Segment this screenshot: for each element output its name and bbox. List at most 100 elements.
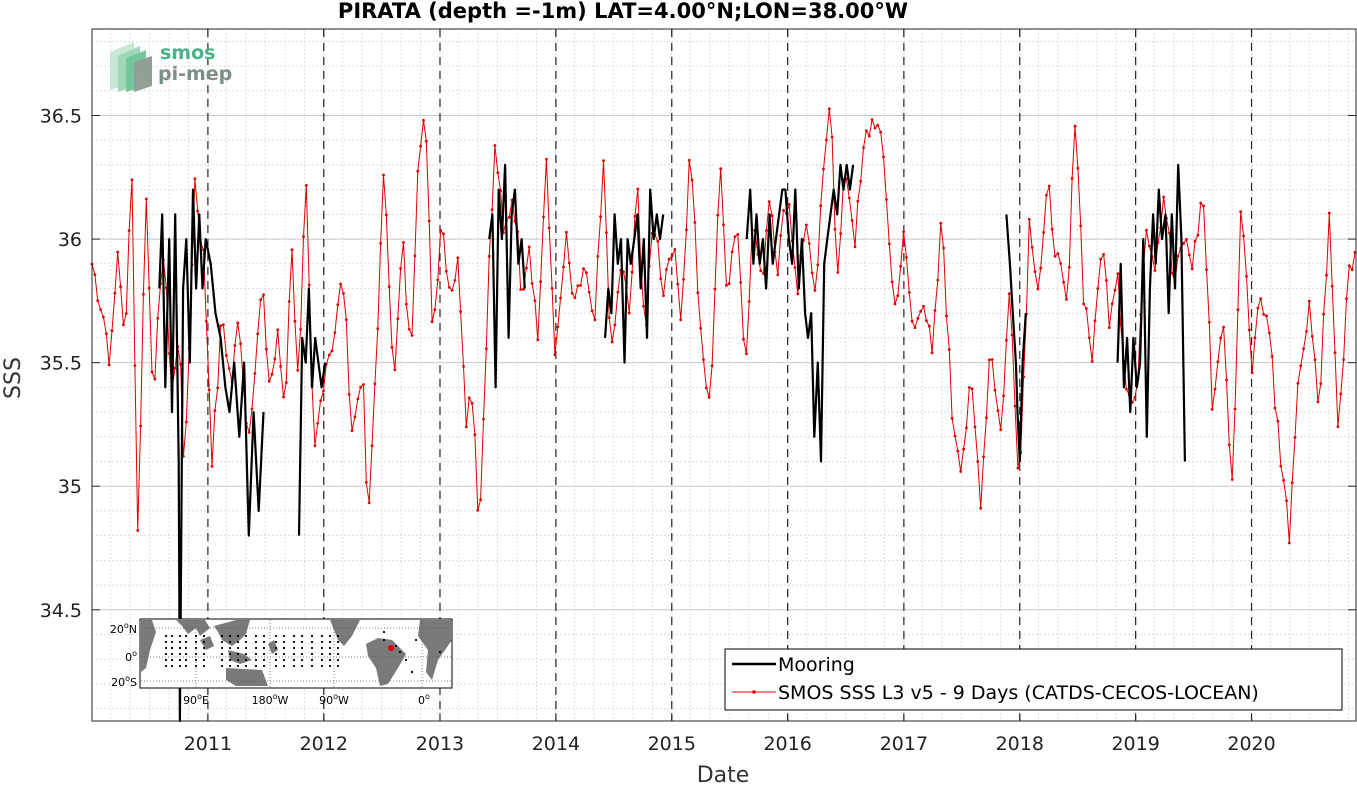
smos-point: [376, 327, 380, 331]
smos-point: [536, 338, 540, 342]
smos-point: [776, 273, 780, 277]
smos-point: [233, 344, 237, 347]
smos-point: [659, 277, 663, 280]
smos-point: [539, 280, 542, 284]
smos-point: [1279, 464, 1283, 468]
smos-point: [885, 198, 888, 201]
buoy-dot: [194, 646, 198, 650]
logo-line1: smos: [160, 42, 215, 64]
buoy-dot: [410, 670, 414, 674]
buoy-dot: [236, 664, 240, 668]
smos-point: [1110, 302, 1114, 306]
smos-point: [1059, 262, 1063, 265]
smos-point: [364, 480, 368, 484]
buoy-dot: [220, 664, 224, 668]
smos-point: [270, 372, 274, 376]
smos-point: [410, 334, 414, 337]
buoy-dot: [394, 644, 398, 648]
smos-point: [559, 296, 562, 300]
smos-point: [982, 455, 985, 459]
buoy-dot: [220, 634, 224, 638]
inset-lon-label: 90oE: [183, 692, 209, 707]
smos-point: [222, 323, 225, 327]
buoy-dot: [262, 652, 266, 656]
smos-point: [299, 328, 302, 331]
buoy-dot: [184, 664, 188, 668]
smos-point: [613, 323, 617, 327]
smos-point: [356, 397, 360, 401]
smos-point: [667, 257, 671, 261]
legend-smos-label: SMOS SSS L3 v5 - 9 Days (CATDS-CECOS-LOC…: [778, 682, 1259, 704]
buoy-dot: [244, 634, 248, 638]
smos-point: [899, 264, 903, 268]
smos-point: [1030, 246, 1034, 249]
buoy-dot: [282, 646, 286, 650]
buoy-dot: [320, 658, 324, 662]
buoy-dot: [274, 640, 278, 644]
buoy-dot: [300, 664, 304, 668]
smos-point: [113, 291, 117, 295]
x-tick-label: 2016: [763, 733, 811, 755]
smos-point: [290, 248, 294, 252]
smos-point: [236, 321, 240, 325]
buoy-dot: [184, 634, 188, 638]
buoy-dot: [336, 634, 340, 638]
buoy-dot: [282, 640, 286, 644]
buoy-dot: [282, 634, 286, 638]
smos-point: [882, 155, 885, 159]
buoy-dot: [228, 664, 232, 668]
smos-point: [870, 118, 874, 121]
buoy-dot: [202, 634, 206, 638]
smos-point: [450, 288, 454, 292]
buoy-dot: [382, 638, 386, 642]
smos-point: [810, 271, 814, 275]
smos-point: [279, 365, 282, 368]
smos-point: [999, 428, 1003, 432]
smos-point: [1010, 333, 1014, 337]
buoy-dot: [220, 652, 224, 656]
smos-point: [945, 314, 948, 318]
smos-point: [433, 308, 437, 311]
buoy-dot: [300, 652, 304, 656]
smos-point: [716, 213, 720, 217]
smos-point: [913, 326, 917, 329]
buoy-dot: [228, 658, 232, 662]
smos-point: [96, 299, 100, 302]
smos-point: [587, 290, 591, 294]
smos-point: [1099, 257, 1103, 261]
smos-point: [116, 250, 120, 254]
smos-point: [430, 320, 434, 324]
smos-point: [685, 228, 688, 232]
smos-point: [1170, 271, 1174, 275]
smos-point: [707, 395, 711, 399]
smos-point: [1296, 382, 1300, 385]
smos-point: [696, 291, 700, 295]
smos-point: [522, 288, 525, 291]
smos-point: [556, 325, 560, 329]
smos-point: [705, 386, 708, 390]
smos-point: [1065, 298, 1068, 301]
buoy-dot: [228, 634, 232, 638]
smos-point: [336, 303, 340, 307]
y-axis-label: SSS: [1, 357, 26, 399]
smos-point: [656, 239, 660, 243]
smos-point: [856, 199, 860, 203]
smos-point: [359, 385, 362, 389]
smos-point: [1327, 211, 1331, 215]
buoy-dot: [292, 652, 296, 656]
buoy-dot: [164, 652, 168, 656]
buoy-dot: [310, 658, 314, 662]
smos-point: [399, 267, 402, 270]
buoy-dot: [282, 664, 286, 668]
smos-point: [362, 383, 365, 386]
smos-point: [759, 269, 763, 273]
smos-point: [1287, 541, 1291, 545]
buoy-dot: [254, 634, 258, 638]
smos-point: [930, 351, 934, 355]
buoy-dot: [274, 664, 278, 668]
buoy-dot: [328, 646, 332, 650]
smos-point: [747, 300, 751, 303]
inset-map-buoys: [164, 630, 442, 674]
smos-point: [873, 126, 877, 130]
smos-point: [1293, 436, 1297, 439]
